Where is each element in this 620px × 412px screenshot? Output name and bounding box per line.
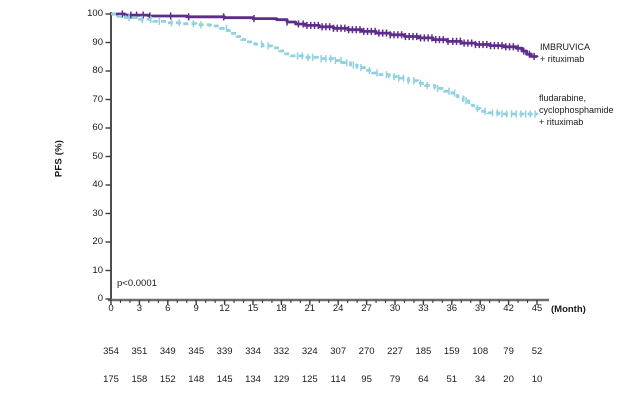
x-tick-label: 6	[165, 303, 171, 314]
imbruvica-at-risk-value: 324	[301, 346, 318, 357]
fcr-at-risk-value: 79	[389, 374, 401, 385]
fcr-at-risk-value: 10	[531, 374, 543, 385]
legend-imbruvica-line2: + rituximab	[540, 54, 585, 64]
fcr-at-risk-value: 148	[188, 374, 205, 385]
fcr-at-risk-value: 125	[301, 374, 318, 385]
p-value-annotation: p<0.0001	[117, 278, 157, 289]
y-tick-label: 50	[92, 150, 103, 162]
imbruvica-at-risk-value: 185	[415, 346, 432, 357]
imbruvica-at-risk-value: 79	[503, 346, 514, 357]
legend-fcr-line1: fludarabine,	[539, 93, 587, 103]
legend-fcr: fludarabine, cyclophosphamide + rituxima…	[539, 92, 614, 128]
x-tick-label: 33	[418, 303, 429, 314]
y-tick-label: 70	[92, 93, 103, 105]
y-tick-label: 10	[92, 264, 103, 276]
imbruvica-at-risk-value: 270	[358, 346, 375, 357]
y-tick-label: 40	[92, 179, 103, 190]
legend-imbruvica: IMBRUVICA + rituximab	[540, 41, 590, 65]
imbruvica-at-risk-value: 159	[443, 346, 460, 357]
imbruvica-at-risk-value: 354	[103, 346, 119, 357]
x-tick-label: 9	[193, 303, 199, 314]
fcr-at-risk-value: 152	[159, 374, 176, 385]
y-tick-label: 20	[92, 236, 103, 247]
y-tick-label: 100	[87, 8, 103, 19]
imbruvica-curve	[111, 12, 539, 58]
imbruvica-at-risk-value: 227	[387, 346, 403, 357]
y-tick-label: 30	[92, 207, 103, 219]
x-tick-label: 3	[136, 303, 143, 314]
x-tick-label: 27	[361, 303, 372, 314]
fcr-at-risk-value: 129	[273, 374, 290, 385]
x-tick-label: 39	[474, 303, 486, 314]
x-tick-label: 24	[332, 303, 344, 314]
legend-fcr-line3: + rituximab	[539, 117, 584, 127]
legend-fcr-line2: cyclophosphamide	[539, 105, 614, 115]
imbruvica-at-risk-value: 349	[159, 346, 176, 357]
imbruvica-at-risk-value: 334	[245, 346, 261, 357]
y-tick-label: 80	[92, 65, 103, 76]
x-tick-label: 45	[531, 303, 543, 314]
imbruvica-at-risk-value: 351	[131, 346, 148, 357]
y-tick-label: 90	[92, 36, 103, 48]
imbruvica-at-risk-value: 52	[531, 346, 543, 357]
x-tick-label: 15	[247, 303, 259, 314]
fcr-at-risk-value: 34	[474, 374, 486, 385]
fcr-curve	[111, 12, 539, 116]
legend-imbruvica-line1: IMBRUVICA	[540, 42, 591, 52]
imbruvica-at-risk-value: 108	[472, 346, 489, 357]
x-tick-label: 21	[304, 303, 316, 314]
x-tick-label: 18	[276, 303, 287, 314]
x-tick-label: 30	[389, 303, 401, 314]
fcr-at-risk-value: 51	[446, 374, 458, 385]
y-tick-label: 60	[92, 122, 103, 133]
fcr-at-risk-value: 175	[103, 374, 119, 385]
fcr-at-risk-value: 158	[131, 374, 148, 385]
fcr-at-risk-value: 20	[503, 374, 514, 385]
x-tick-label: 0	[108, 303, 114, 314]
y-axis-title: PFS (%)	[53, 139, 65, 178]
x-tick-label: 12	[219, 303, 230, 314]
x-axis-title: (Month)	[551, 304, 586, 315]
imbruvica-at-risk-value: 339	[216, 346, 233, 357]
fcr-at-risk-value: 114	[330, 374, 346, 385]
fcr-at-risk-value: 95	[361, 374, 372, 385]
imbruvica-at-risk-value: 332	[273, 346, 290, 357]
x-tick-label: 36	[446, 303, 458, 314]
fcr-at-risk-value: 145	[216, 374, 233, 385]
fcr-at-risk-value: 134	[245, 374, 261, 385]
x-tick-label: 42	[503, 303, 514, 314]
fcr-at-risk-value: 64	[418, 374, 429, 385]
imbruvica-at-risk-value: 345	[188, 346, 205, 357]
y-tick-label: 0	[97, 293, 103, 304]
imbruvica-at-risk-value: 307	[330, 346, 347, 357]
